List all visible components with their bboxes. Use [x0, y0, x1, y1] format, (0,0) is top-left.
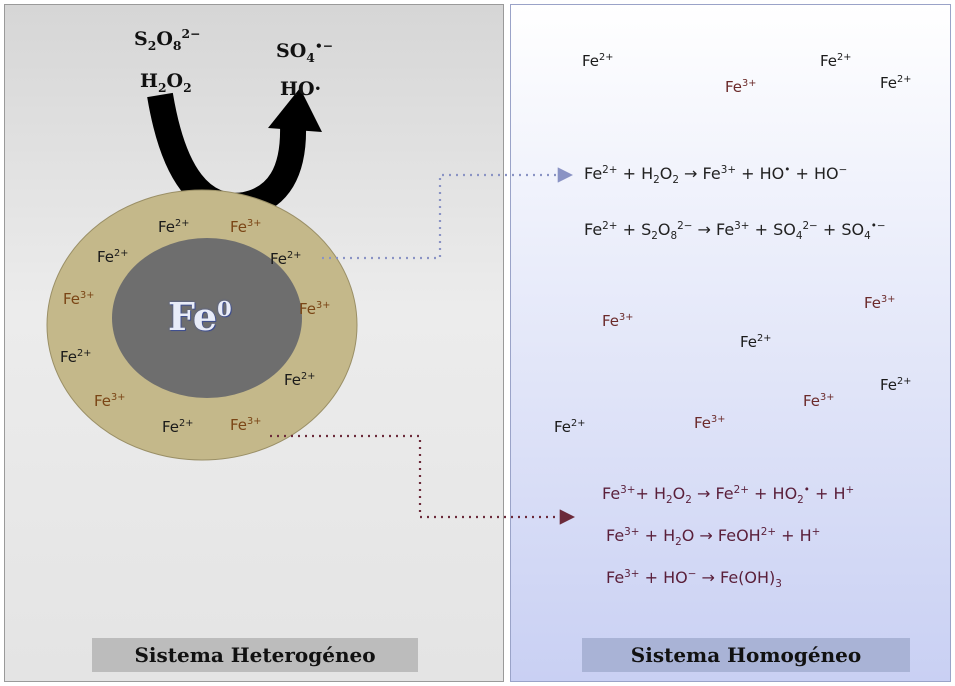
- solution-ion: Fe3+: [602, 312, 634, 330]
- solution-ion: Fe3+: [725, 78, 757, 96]
- shell-ion: Fe3+: [94, 392, 126, 410]
- shell-ion: Fe3+: [299, 300, 331, 318]
- connector-arrow-top: [322, 167, 574, 260]
- equation-fe2-persulfate: Fe2+ + S2O82− → Fe3+ + SO42− + SO4•−: [584, 219, 886, 243]
- equation-fe3-peroxide: Fe3++ H2O2 → Fe2+ + HO2• + H+: [602, 483, 855, 507]
- shell-ion: Fe2+: [284, 371, 316, 389]
- product-sulfate-radical: SO4•−: [276, 37, 334, 65]
- equation-fe3-hydroxide: Fe3+ + HO− → Fe(OH)3: [606, 567, 782, 591]
- solution-ion: Fe2+: [880, 376, 912, 394]
- solution-ion: Fe3+: [864, 294, 896, 312]
- solution-ion: Fe2+: [880, 74, 912, 92]
- solution-ion: Fe2+: [740, 333, 772, 351]
- solution-ion: Fe3+: [803, 392, 835, 410]
- connector-arrow-bottom: [270, 434, 576, 525]
- reactant-peroxide: H2O2: [140, 70, 192, 95]
- equation-fe3-water: Fe3+ + H2O → FeOH2+ + H+: [606, 525, 821, 549]
- label-heterogeneous: Sistema Heterogéneo: [92, 638, 418, 672]
- shell-ion: Fe2+: [97, 248, 129, 266]
- shell-ion: Fe3+: [63, 290, 95, 308]
- solution-ion: Fe2+: [820, 52, 852, 70]
- reaction-curved-arrow: [147, 92, 307, 219]
- product-hydroxyl-radical: HO·: [280, 78, 322, 100]
- particle-core: [112, 238, 302, 398]
- solution-ion: Fe3+: [694, 414, 726, 432]
- core-label: Fe0: [168, 294, 232, 339]
- solution-ion: Fe2+: [582, 52, 614, 70]
- shell-ion: Fe2+: [270, 250, 302, 268]
- label-homogeneous: Sistema Homogéneo: [582, 638, 910, 672]
- shell-ion: Fe2+: [158, 218, 190, 236]
- reactant-persulfate: S2O82−: [134, 25, 201, 53]
- shell-ion: Fe3+: [230, 218, 262, 236]
- equation-fe2-peroxide: Fe2+ + H2O2 → Fe3+ + HO• + HO−: [584, 163, 848, 187]
- shell-ion: Fe2+: [162, 418, 194, 436]
- solution-ion: Fe2+: [554, 418, 586, 436]
- homogeneous-panel: [510, 4, 951, 682]
- reaction-arrow-head: [268, 88, 322, 132]
- shell-ion: Fe2+: [60, 348, 92, 366]
- shell-ion: Fe3+: [230, 416, 262, 434]
